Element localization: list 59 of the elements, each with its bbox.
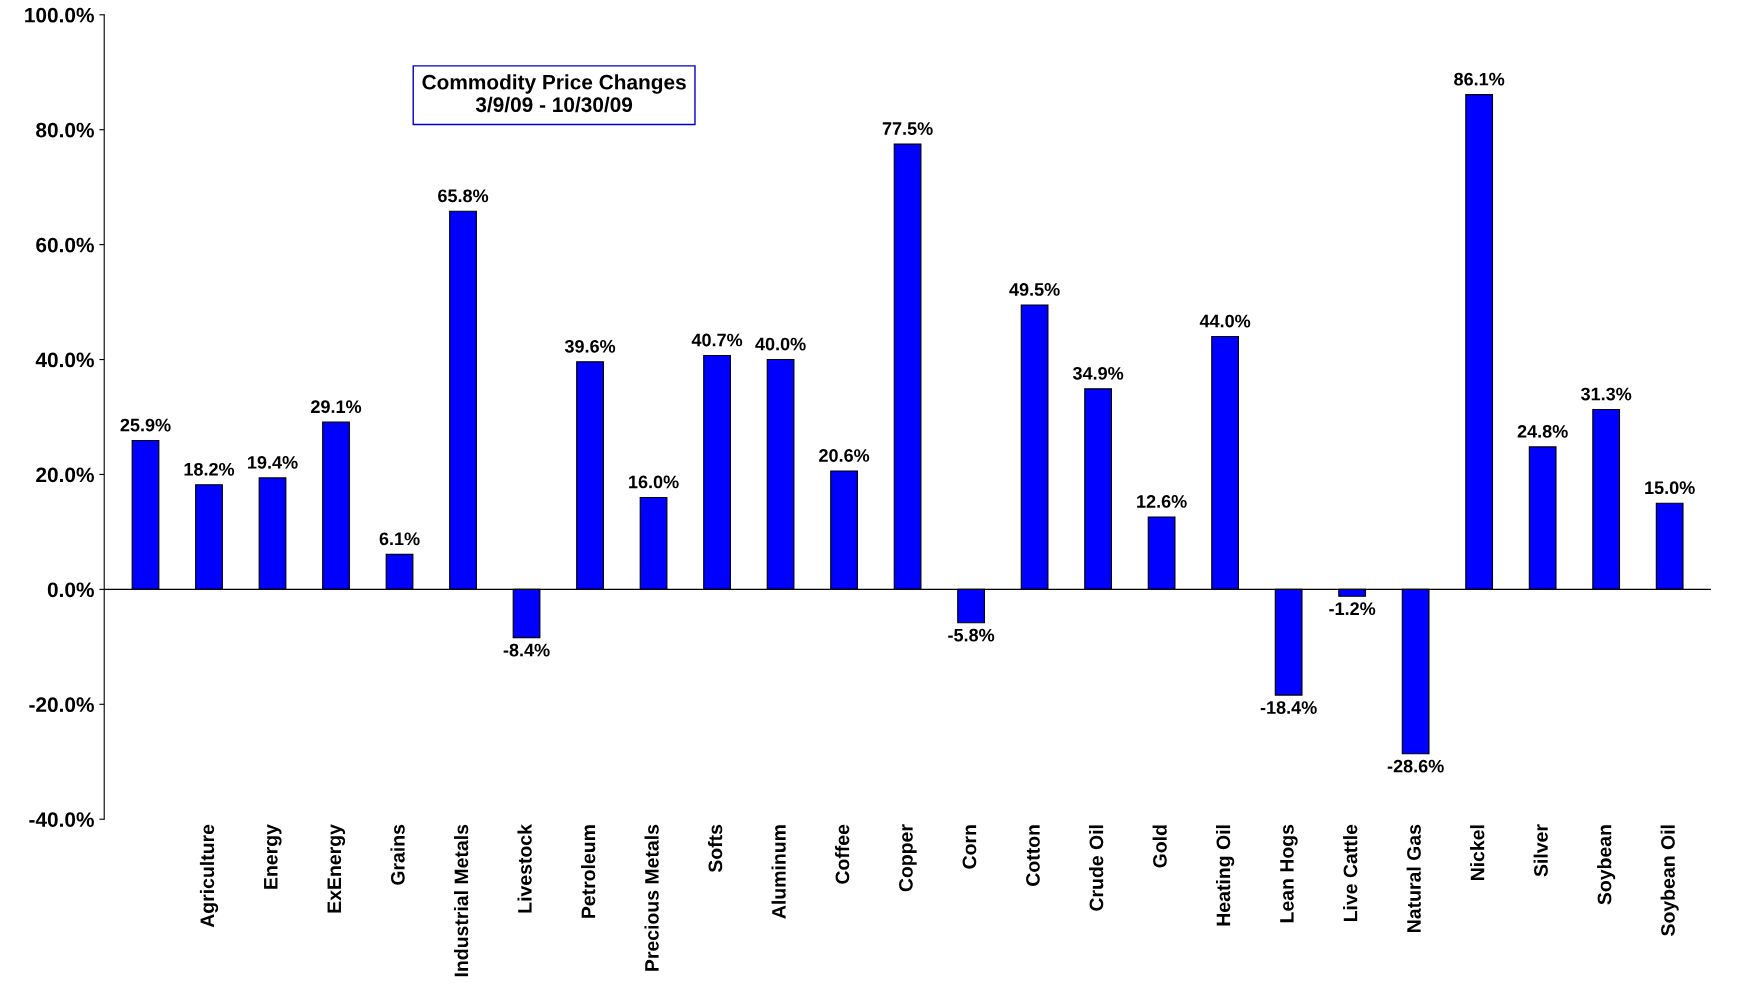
data-label: -28.6% (1387, 759, 1444, 773)
data-label: 29.1% (311, 400, 362, 414)
data-label: 19.4% (248, 456, 298, 469)
y-tick-label: 60.0% (36, 237, 94, 253)
data-label: 12.6% (1137, 495, 1187, 508)
data-label: 15.0% (1645, 481, 1695, 495)
text: 3/9/09 - 10/30/09 (475, 96, 633, 113)
data-label: 39.6% (564, 339, 616, 353)
data-label: 40.7% (691, 333, 743, 347)
x-tick-label: Nickel (1470, 825, 1485, 881)
y-tick-label: 100.0% (25, 7, 94, 23)
data-label: 65.8% (438, 189, 489, 203)
x-tick-label: Live Cattle (1343, 824, 1358, 922)
x-tick-label: Precious Metals (644, 824, 659, 971)
data-label: 86.1% (1454, 72, 1505, 86)
y-tick-label: 80.0% (36, 122, 94, 138)
x-tick-label: Petroleum (580, 825, 596, 918)
x-tick-label: Softs (708, 824, 723, 873)
y-tick-label: 40.0% (35, 352, 94, 368)
data-label: 20.6% (819, 449, 870, 462)
x-tick-label: Livestock (517, 824, 532, 913)
x-tick-label: Natural Gas (1406, 824, 1421, 932)
x-tick-label: Gold (1152, 825, 1167, 868)
data-label: 34.9% (1072, 366, 1124, 380)
x-tick-label: Soybean (1597, 825, 1616, 905)
x-tick-label: Silver (1533, 824, 1548, 877)
x-tick-label: Coffee (835, 824, 850, 884)
data-label: 44.0% (1199, 314, 1251, 328)
data-label: 24.8% (1517, 424, 1568, 438)
x-tick-label: Grains (390, 824, 405, 885)
data-label: 25.9% (120, 418, 171, 432)
x-tick-label: Heating Oil (1216, 825, 1235, 926)
x-tick-label: Corn (962, 825, 977, 869)
text: Commodity Price Changes (422, 74, 686, 94)
x-tick-label: Industrial Metals (453, 824, 469, 977)
x-tick-label: Cotton (1026, 825, 1040, 886)
x-tick-label: Energy (264, 824, 282, 889)
y-tick-label: 20.0% (36, 467, 94, 483)
data-label: 31.3% (1580, 387, 1632, 401)
x-tick-label: Crude Oil (1089, 825, 1104, 911)
data-label: 49.5% (1009, 283, 1060, 296)
data-label: 40.0% (755, 337, 806, 351)
data-label: -8.4% (503, 643, 550, 657)
y-tick-label: -20.0% (29, 697, 94, 713)
y-tick-label: -40.0% (29, 812, 94, 827)
x-tick-label: Soybean Oil (1660, 825, 1679, 936)
data-label: -5.8% (948, 628, 995, 642)
data-label: 77.5% (882, 122, 933, 135)
x-tick-label: Agriculture (199, 824, 219, 928)
data-label: 6.1% (379, 532, 420, 546)
data-label: -18.4% (1260, 701, 1317, 714)
x-tick-label: Copper (899, 824, 917, 892)
data-label: -1.2% (1329, 602, 1376, 616)
y-tick-label: 0.0% (47, 582, 94, 598)
data-label: 16.0% (629, 475, 679, 489)
data-label: 18.2% (184, 462, 235, 476)
x-tick-label: Aluminum (771, 825, 786, 919)
x-tick-label: Lean Hogs (1280, 824, 1298, 923)
x-tick-label: ExEnergy (327, 824, 346, 913)
